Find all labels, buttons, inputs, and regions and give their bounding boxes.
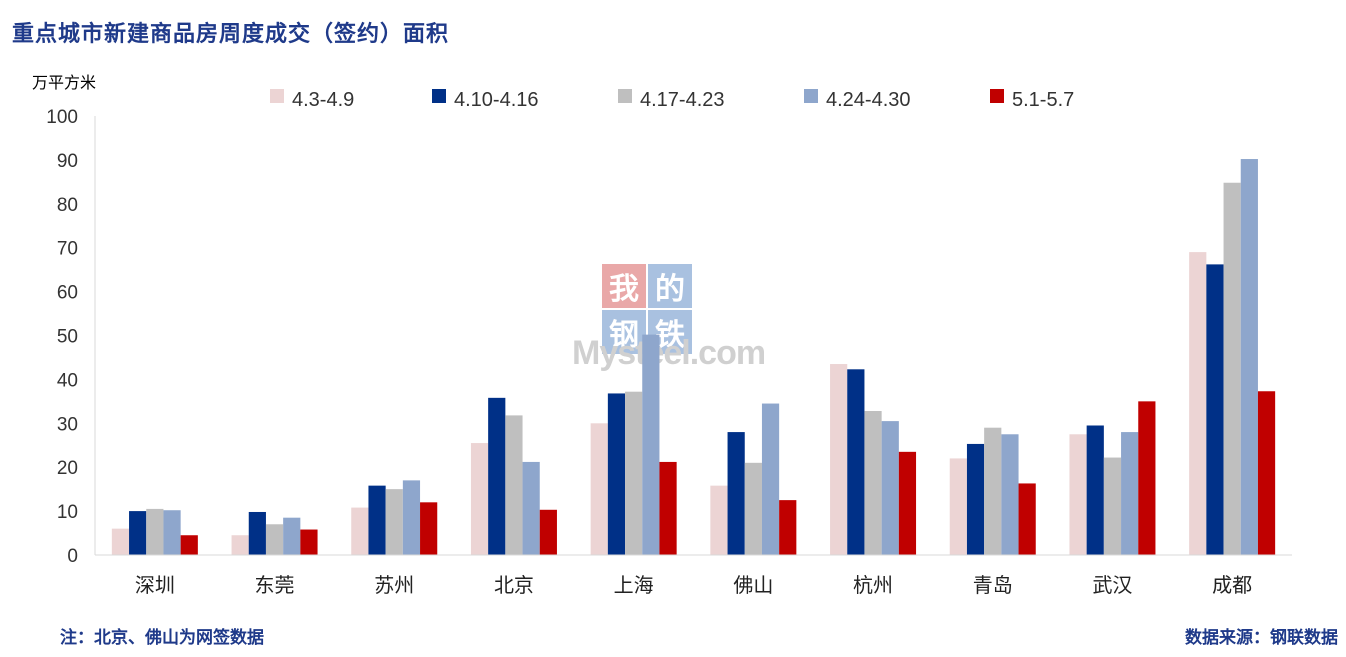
bar [1257, 391, 1276, 555]
x-tick-label: 苏州 [374, 573, 414, 597]
bar [864, 411, 882, 555]
footer-note: 注：北京、佛山为网签数据 [60, 628, 264, 648]
bar [1206, 264, 1224, 555]
legend-swatch [618, 89, 632, 103]
bar [881, 421, 899, 555]
watermark-char: 钢 [602, 310, 646, 354]
x-tick-label: 武汉 [1092, 573, 1132, 597]
legend-swatch [432, 89, 446, 103]
bar [283, 517, 301, 555]
x-tick-label: 上海 [614, 573, 654, 597]
bar-group [111, 159, 1276, 555]
y-tick-label: 30 [57, 414, 78, 435]
bar [505, 415, 523, 555]
bar [488, 397, 506, 555]
y-tick-label: 0 [67, 546, 78, 567]
bar [129, 511, 147, 555]
y-tick-label: 10 [57, 502, 78, 523]
y-tick-label: 70 [57, 239, 78, 260]
bar [180, 535, 198, 555]
legend-swatch [990, 89, 1004, 103]
bar [368, 485, 386, 555]
x-tick-label: 成都 [1212, 573, 1252, 597]
legend-label: 5.1-5.7 [1012, 89, 1074, 111]
bar [710, 485, 728, 555]
bar [625, 391, 643, 555]
bar [949, 458, 967, 555]
x-tick-label: 青岛 [973, 573, 1013, 597]
y-tick-label: 90 [57, 151, 78, 172]
y-tick-label: 100 [46, 107, 78, 128]
bar [1086, 425, 1104, 555]
bar [898, 451, 917, 555]
x-tick-label: 佛山 [733, 573, 773, 597]
y-tick-label: 40 [57, 370, 78, 391]
bar [1069, 434, 1087, 555]
y-tick-label: 80 [57, 195, 78, 216]
legend-label: 4.3-4.9 [292, 89, 354, 111]
bar [539, 509, 557, 555]
watermark-char: 的 [648, 264, 692, 308]
bar [847, 369, 865, 555]
bar [1121, 432, 1139, 555]
bar [265, 524, 284, 555]
bar [420, 502, 438, 555]
bar [351, 507, 369, 555]
bar [146, 508, 164, 555]
bar [1223, 182, 1241, 555]
chart-title: 重点城市新建商品房周度成交（签约）面积 [12, 21, 450, 47]
y-tick-label: 20 [57, 458, 78, 479]
bar [1001, 434, 1019, 555]
y-tick-label: 50 [57, 327, 78, 348]
legend-swatch [270, 89, 284, 103]
x-tick-label: 杭州 [853, 573, 893, 597]
bar [300, 529, 318, 555]
watermark-char: 我 [602, 264, 646, 308]
bar [984, 427, 1002, 555]
y-tick-label: 60 [57, 283, 78, 304]
legend-label: 4.24-4.30 [826, 89, 911, 111]
bar [111, 528, 130, 555]
y-axis-title: 万平方米 [32, 73, 96, 92]
y-axis: 万平方米 0 10 20 30 40 50 60 70 80 90 100 [32, 73, 96, 567]
bar [402, 480, 421, 555]
chart-legend: 4.3-4.9 4.10-4.16 4.17-4.23 4.24-4.30 5.1-5.… [270, 89, 1074, 111]
legend-label: 4.10-4.16 [454, 89, 539, 111]
bar [1018, 483, 1036, 555]
bar [590, 423, 608, 555]
bar [163, 510, 181, 555]
bar [1138, 401, 1156, 555]
bar [642, 334, 660, 555]
bar [248, 511, 266, 555]
footer-source: 数据来源：钢联数据 [1185, 628, 1338, 648]
bar [385, 489, 403, 555]
bar [1189, 252, 1207, 555]
bar [761, 403, 780, 555]
bar [966, 443, 985, 555]
bar [231, 535, 249, 555]
legend-swatch [804, 89, 818, 103]
bar [522, 461, 540, 555]
bar [779, 500, 797, 555]
bar [1103, 457, 1122, 555]
x-axis: 深圳 东莞 苏州 北京 上海 佛山 杭州 青岛 武汉 成都 [95, 554, 1292, 597]
bar [744, 462, 762, 555]
x-tick-label: 东莞 [255, 573, 295, 597]
x-tick-label: 北京 [494, 573, 534, 597]
bar [830, 364, 848, 555]
watermark-text: Mysteel.com [572, 334, 766, 372]
bar [607, 393, 626, 555]
bar [727, 432, 745, 555]
bar [659, 461, 677, 555]
x-tick-label: 深圳 [135, 573, 175, 597]
legend-label: 4.17-4.23 [640, 89, 725, 111]
bar [470, 443, 489, 555]
bar [1240, 159, 1258, 555]
